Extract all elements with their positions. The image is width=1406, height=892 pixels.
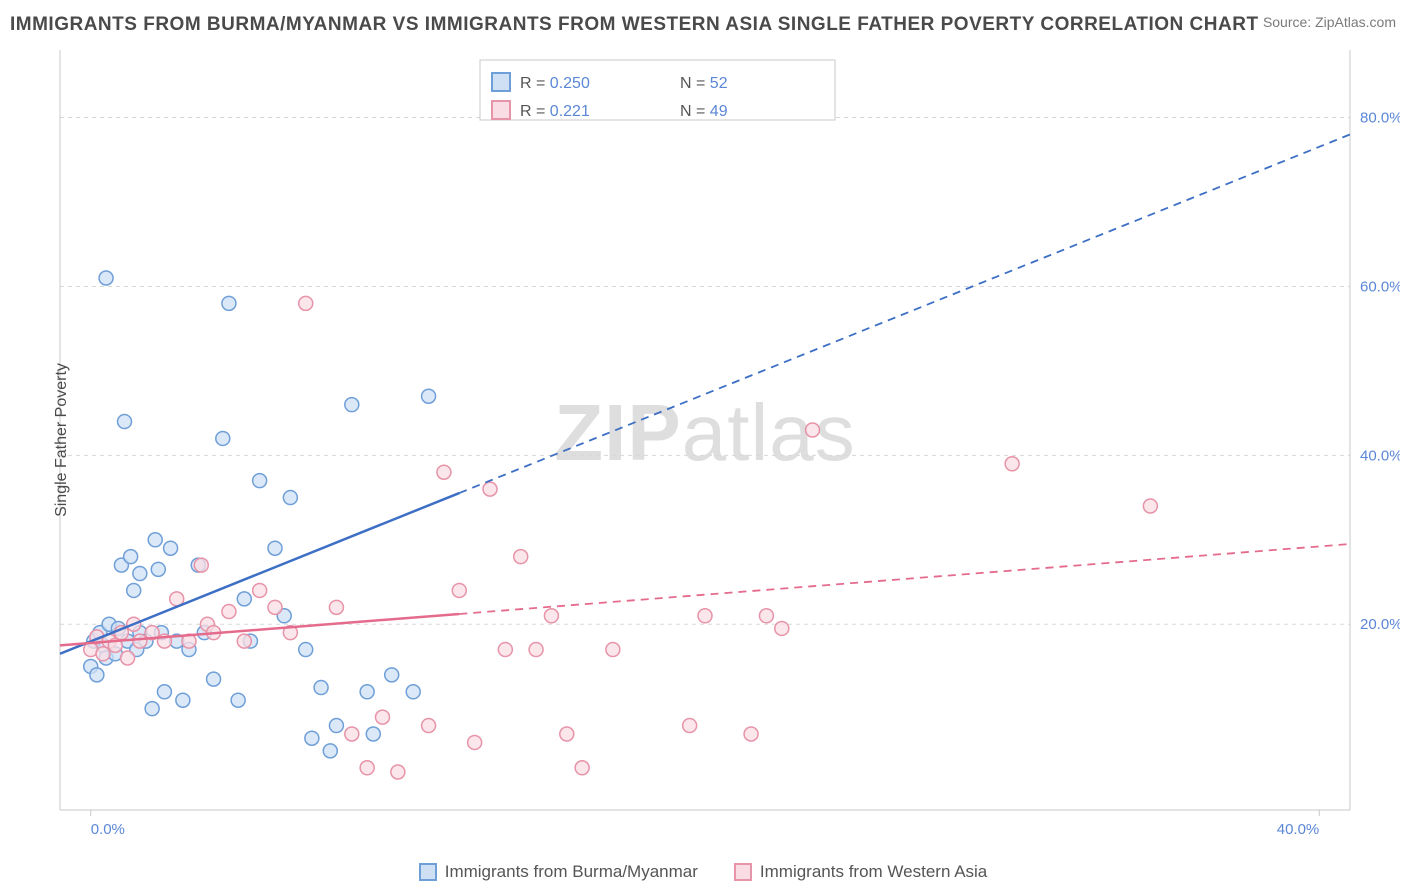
data-point <box>606 643 620 657</box>
data-point <box>222 605 236 619</box>
source-label: Source: ZipAtlas.com <box>1263 14 1396 30</box>
trend-line-dash <box>459 544 1350 614</box>
data-point <box>483 482 497 496</box>
data-point <box>806 423 820 437</box>
data-point <box>194 558 208 572</box>
data-point <box>422 389 436 403</box>
legend-label: Immigrants from Burma/Myanmar <box>445 862 698 882</box>
data-point <box>391 765 405 779</box>
data-point <box>575 761 589 775</box>
data-point <box>329 719 343 733</box>
data-point <box>514 550 528 564</box>
data-point <box>148 533 162 547</box>
data-point <box>157 685 171 699</box>
data-point <box>124 550 138 564</box>
legend-swatch <box>492 101 510 119</box>
data-point <box>698 609 712 623</box>
stats-r: R = 0.250 <box>520 75 590 92</box>
x-tick-label: 40.0% <box>1277 821 1320 835</box>
data-point <box>237 592 251 606</box>
trend-line-dash <box>459 134 1350 493</box>
data-point <box>376 710 390 724</box>
data-point <box>207 672 221 686</box>
data-point <box>366 727 380 741</box>
data-point <box>118 415 132 429</box>
data-point <box>305 731 319 745</box>
y-axis-label: Single Father Poverty <box>53 363 71 517</box>
data-point <box>145 702 159 716</box>
legend: Immigrants from Burma/Myanmar Immigrants … <box>0 862 1406 886</box>
data-point <box>360 685 374 699</box>
y-tick-label: 60.0% <box>1360 278 1400 295</box>
stats-r: R = 0.221 <box>520 103 590 120</box>
data-point <box>406 685 420 699</box>
data-point <box>133 567 147 581</box>
data-point <box>151 562 165 576</box>
stats-n: N = 52 <box>680 75 728 92</box>
data-point <box>744 727 758 741</box>
data-point <box>1005 457 1019 471</box>
data-point <box>96 647 110 661</box>
data-point <box>127 583 141 597</box>
legend-swatch <box>419 863 437 881</box>
data-point <box>253 583 267 597</box>
legend-item: Immigrants from Western Asia <box>734 862 987 882</box>
data-point <box>529 643 543 657</box>
scatter-chart: 20.0%40.0%60.0%80.0%0.0%40.0%ZIPatlasR =… <box>50 45 1400 835</box>
data-point <box>299 643 313 657</box>
y-tick-label: 20.0% <box>1360 616 1400 633</box>
data-point <box>775 621 789 635</box>
data-point <box>268 541 282 555</box>
data-point <box>759 609 773 623</box>
data-point <box>323 744 337 758</box>
y-tick-label: 40.0% <box>1360 447 1400 464</box>
data-point <box>468 735 482 749</box>
y-tick-label: 80.0% <box>1360 110 1400 127</box>
x-tick-label: 0.0% <box>91 821 125 835</box>
data-point <box>164 541 178 555</box>
data-point <box>176 693 190 707</box>
plot-area: Single Father Poverty 20.0% 40.0% 60.0% 80.… <box>50 45 1400 835</box>
data-point <box>683 719 697 733</box>
chart-header: IMMIGRANTS FROM BURMA/MYANMAR VS IMMIGRA… <box>10 14 1396 36</box>
chart-title: IMMIGRANTS FROM BURMA/MYANMAR VS IMMIGRA… <box>10 14 1259 36</box>
data-point <box>237 634 251 648</box>
legend-swatch <box>734 863 752 881</box>
data-point <box>345 398 359 412</box>
data-point <box>544 609 558 623</box>
legend-item: Immigrants from Burma/Myanmar <box>419 862 698 882</box>
data-point <box>1143 499 1157 513</box>
data-point <box>253 474 267 488</box>
data-point <box>385 668 399 682</box>
data-point <box>422 719 436 733</box>
data-point <box>360 761 374 775</box>
data-point <box>560 727 574 741</box>
data-point <box>99 271 113 285</box>
data-point <box>283 491 297 505</box>
stats-n: N = 49 <box>680 103 728 120</box>
data-point <box>121 651 135 665</box>
data-point <box>329 600 343 614</box>
data-point <box>452 583 466 597</box>
data-point <box>231 693 245 707</box>
data-point <box>437 465 451 479</box>
data-point <box>299 296 313 310</box>
data-point <box>345 727 359 741</box>
legend-swatch <box>492 73 510 91</box>
data-point <box>268 600 282 614</box>
data-point <box>314 681 328 695</box>
data-point <box>133 634 147 648</box>
data-point <box>90 668 104 682</box>
data-point <box>498 643 512 657</box>
legend-label: Immigrants from Western Asia <box>760 862 987 882</box>
data-point <box>222 296 236 310</box>
data-point <box>216 431 230 445</box>
